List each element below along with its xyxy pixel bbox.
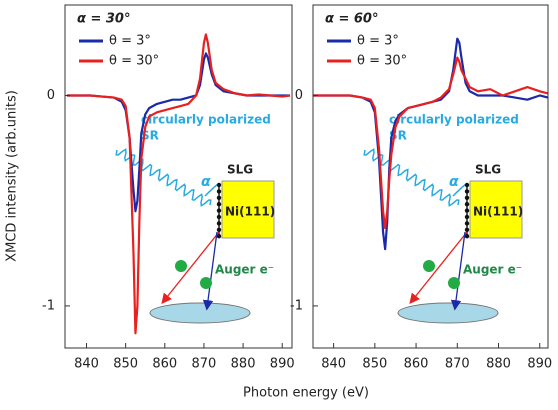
x-tick-label: 890 [270,357,295,372]
electron-path-blue [450,231,466,311]
y-tick-label: -1 [42,298,55,313]
slg-atom [464,221,470,226]
annotation: α [449,174,459,190]
detector [397,302,499,324]
detector [149,302,251,324]
slg-atom [464,202,470,207]
electron-path-blue [202,231,218,311]
ni-crystal [469,180,523,239]
slg-atom [216,208,222,213]
sr-beam [363,148,460,207]
annotation: SLG [227,163,253,177]
y-tick-label: -1 [290,298,303,313]
panel-title: α = 30° [77,12,130,27]
slg-atom [464,195,470,200]
annotation: Auger e⁻ [215,263,274,277]
slg-atom [464,227,470,232]
legend-label: θ = 30° [109,54,159,69]
plot-frame [64,4,293,349]
x-tick-label: 860 [152,357,177,372]
slg-atom [216,202,222,207]
ni-crystal [221,180,275,239]
x-tick-label: 870 [445,357,470,372]
legend-label: θ = 3° [357,34,399,49]
x-axis-label: Photon energy (eV) [243,386,369,401]
data-line [313,56,549,230]
legend-label: θ = 3° [109,34,151,49]
annotation: SLG [475,163,501,177]
panel-title: α = 60° [325,12,378,27]
annotation: circularly polarized [141,113,271,127]
x-tick-label: 840 [74,357,99,372]
electron-path-red [409,231,468,305]
auger-electron [448,277,460,289]
slg-atom [216,221,222,226]
slg-atom [464,214,470,220]
slg-atom [216,234,222,239]
slg-atom [464,189,470,194]
x-tick-label: 850 [362,357,387,372]
data-line [66,33,291,335]
slg-atom [464,234,470,239]
sr-beam [115,148,212,207]
x-tick-label: 860 [404,357,429,372]
auger-electron [175,260,187,272]
annotation: Auger e⁻ [463,263,522,277]
auger-electron [423,260,435,272]
annotation: circularly polarized [389,113,519,127]
annotation: α [201,174,211,190]
plot-frame [312,4,549,349]
x-tick-label: 870 [192,357,217,372]
slg-atom [216,227,222,232]
electron-path-red [161,231,220,305]
x-tick-label: 840 [321,357,346,372]
x-tick-label: 880 [486,357,511,372]
x-tick-label: 890 [527,357,552,372]
slg-atom [464,182,470,188]
y-tick-label: 0 [47,88,55,103]
y-axis-label: XMCD intensity (arb.units) [5,90,20,262]
slg-atom [216,189,222,194]
x-tick-label: 880 [231,357,256,372]
slg-atom [464,208,470,213]
slg-atom [216,195,222,200]
annotation: Ni(111) [473,205,523,219]
annotation: Ni(111) [225,205,275,219]
x-tick-label: 850 [113,357,138,372]
slg-atom [216,214,222,220]
auger-electron [200,277,212,289]
slg-atom [216,182,222,188]
legend-label: θ = 30° [357,54,407,69]
y-tick-label: 0 [295,88,303,103]
